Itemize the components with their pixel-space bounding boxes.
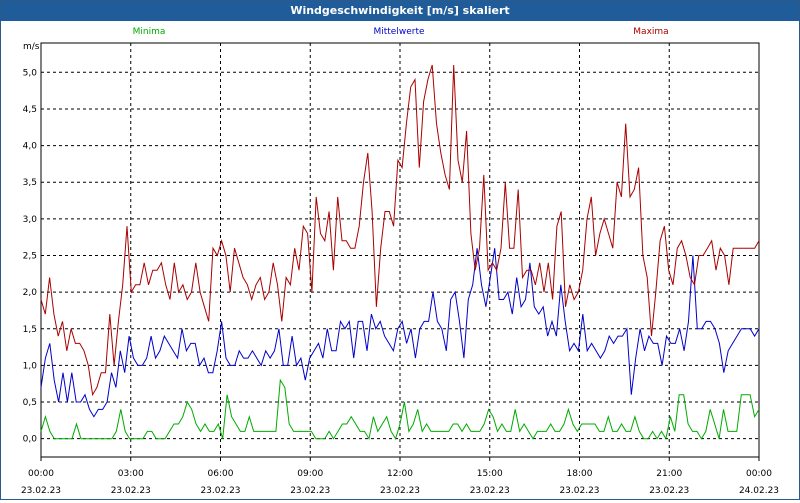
x-tick-date: 23.02.23 [559,486,599,496]
y-tick-label: 1,5 [23,325,37,335]
x-tick-date: 24.02.23 [739,486,779,496]
x-tick-time: 03:00 [118,469,144,479]
y-tick-label: 4,5 [23,105,37,115]
legend-maxima: Maxima [633,27,668,37]
grid-lines [40,43,760,461]
x-tick-labels: 00:00 23.02.23 03:00 23.02.23 06:00 23.02.23 0… [21,469,779,496]
plot-frame [40,42,760,458]
legend: Minima Mittelwerte Maxima [133,27,669,37]
y-tick-label: 1,0 [23,361,38,371]
x-tick-time: 09:00 [297,469,323,479]
series-line-maxima [40,64,760,397]
window-title: Windgeschwindigkeit [m/s] skaliert [1,1,799,21]
x-tick-date: 23.02.23 [290,486,330,496]
y-tick-label: 0,5 [23,398,37,408]
legend-mittelwerte: Mittelwerte [373,27,424,37]
y-tick-label: 4,0 [23,142,38,152]
y-tick-labels: 0,0 0,5 1,0 1,5 2,0 2,5 3,0 3,5 4,0 4,5 5,0 [23,68,38,444]
x-tick-date: 23.02.23 [200,486,240,496]
y-tick-label: 0,0 [23,435,38,445]
y-tick-label: 2,0 [23,288,38,298]
series-lines [40,64,760,441]
series-line-mittelwerte [40,248,760,418]
x-tick-date: 23.02.23 [649,486,689,496]
x-tick-date: 23.02.23 [111,486,151,496]
y-tick-label: 2,5 [23,251,37,261]
y-tick-label: 3,5 [23,178,37,188]
chart-area: m/s 0,0 0,5 1,0 1,5 2,0 2,5 3,0 3,5 4,0 4,5 5,0 00… [1,21,799,499]
plot-border [40,42,760,458]
x-tick-time: 12:00 [387,469,413,479]
x-tick-time: 15:00 [477,469,503,479]
x-tick-date: 23.02.23 [21,486,61,496]
x-tick-time: 00:00 [746,469,772,479]
y-tick-label: 5,0 [23,68,38,78]
x-tick-time: 18:00 [567,469,593,479]
series-line-minima [40,378,760,441]
y-axis-label: m/s [23,42,40,52]
y-tick-label: 3,0 [23,215,38,225]
x-tick-time: 00:00 [28,469,54,479]
x-tick-date: 23.02.23 [380,486,420,496]
x-tick-time: 21:00 [656,469,682,479]
wind-speed-chart: m/s 0,0 0,5 1,0 1,5 2,0 2,5 3,0 3,5 4,0 4,5 5,0 00… [21,27,779,496]
x-tick-time: 06:00 [208,469,234,479]
legend-minima: Minima [133,27,166,37]
x-tick-date: 23.02.23 [470,486,510,496]
